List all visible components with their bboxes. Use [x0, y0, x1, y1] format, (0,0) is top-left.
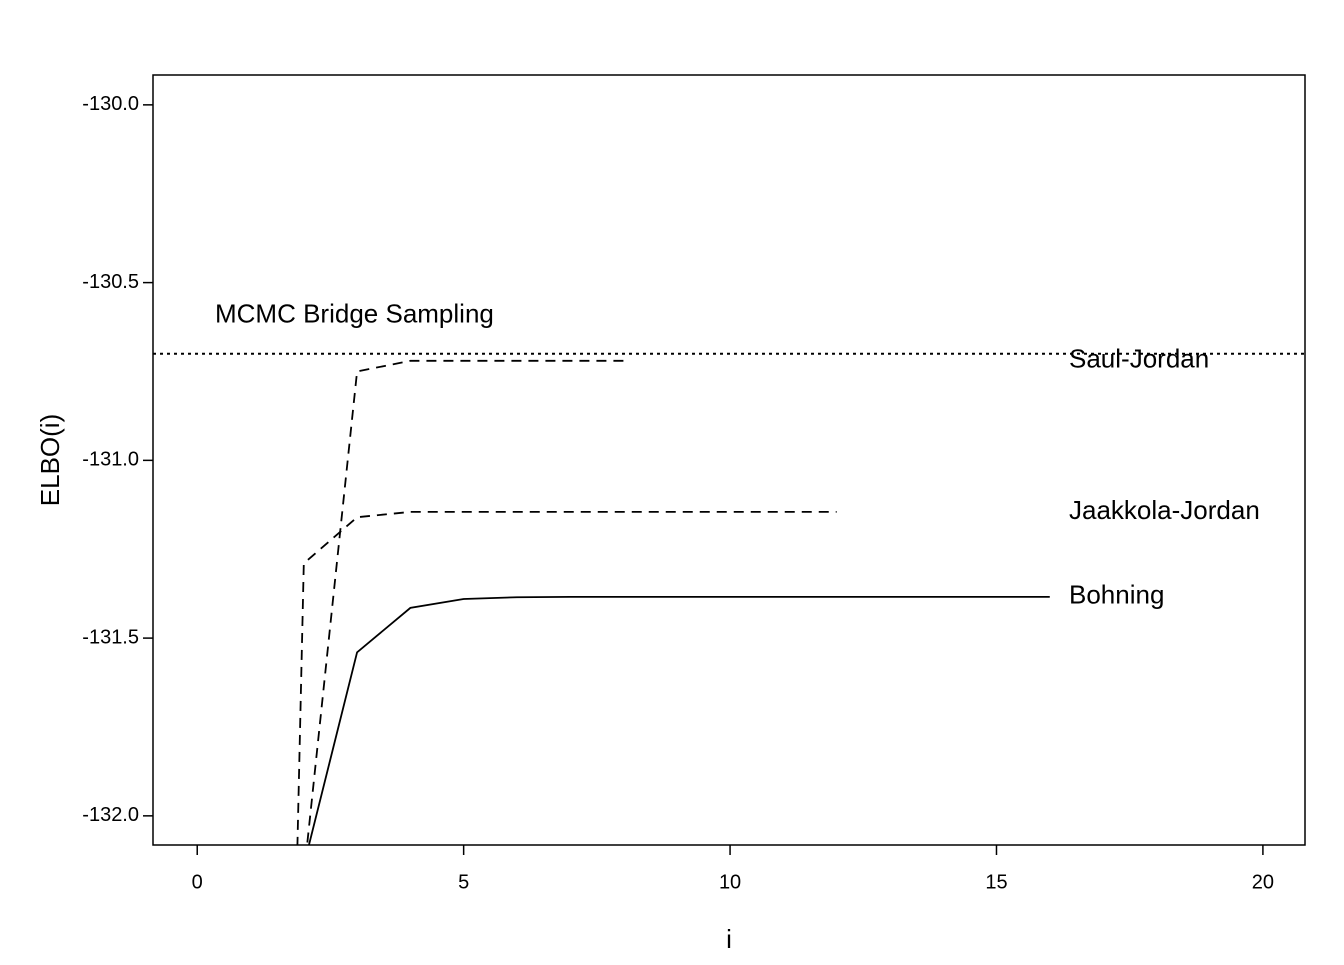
x-tick-label: 20 — [1252, 871, 1274, 893]
series-line — [296, 511, 837, 845]
series-line — [306, 359, 624, 845]
x-tick-label: 5 — [458, 871, 469, 893]
plot-frame — [152, 74, 1306, 846]
y-tick-label: -131.5 — [82, 626, 139, 648]
y-tick-label: -131.0 — [82, 449, 139, 471]
y-tick-label: -130.0 — [82, 93, 139, 115]
x-tick-label: 15 — [985, 871, 1007, 893]
series-line — [308, 595, 1050, 845]
series-label: Jaakkola-Jordan — [1069, 495, 1260, 525]
reference-label: MCMC Bridge Sampling — [215, 299, 494, 329]
series-label: Bohning — [1069, 580, 1164, 610]
x-tick-label: 10 — [719, 871, 741, 893]
x-axis-label: i — [726, 924, 732, 954]
y-tick-label: -130.5 — [82, 271, 139, 293]
y-tick-label: -132.0 — [82, 804, 139, 826]
y-axis-label: ELBO(i) — [35, 414, 65, 506]
series-label: Saul-Jordan — [1069, 344, 1209, 374]
x-tick-label: 0 — [192, 871, 203, 893]
plot-area — [153, 352, 1305, 845]
